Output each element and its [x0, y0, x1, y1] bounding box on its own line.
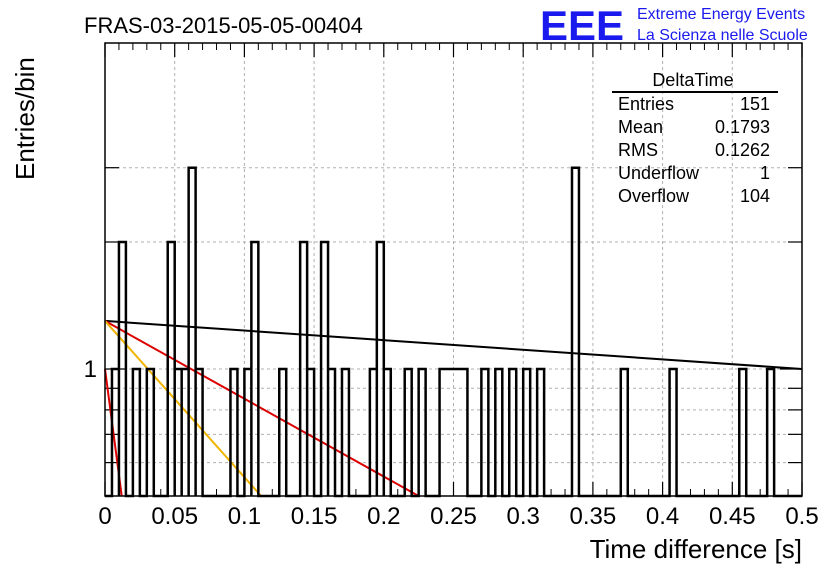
x-tick-label: 0.15: [291, 503, 338, 530]
x-tick-labels: 0 0.05 0.1 0.15 0.2 0.25 0.3 0.35 0.4 0.45 0.5: [98, 503, 818, 530]
y-tick-labels: 1: [84, 356, 97, 383]
stats-name: DeltaTime: [652, 70, 733, 90]
fit-line: [104, 319, 803, 370]
x-tick-label: 0.05: [151, 503, 198, 530]
x-tick-label: 0.3: [507, 503, 540, 530]
histogram-outline: [105, 166, 802, 498]
grid-lines: [105, 43, 802, 496]
plot-frame: [104, 42, 803, 497]
stats-label: Overflow: [618, 186, 690, 206]
fit-line: [104, 320, 262, 497]
stats-label: Entries: [618, 94, 674, 114]
brand-line-2: La Scienza nelle Scuole: [637, 27, 808, 44]
stats-value: 151: [740, 94, 770, 114]
y-tick-label: 1: [84, 356, 97, 383]
x-tick-label: 0.2: [367, 503, 400, 530]
stats-value: 0.1262: [715, 140, 770, 160]
brand-logo: EEE Extreme Energy Events La Scienza nel…: [540, 2, 808, 49]
stats-label: RMS: [618, 140, 658, 160]
stats-value: 1: [760, 163, 770, 183]
x-axis-title: Time difference [s]: [590, 534, 802, 564]
fit-line: [104, 320, 420, 497]
x-tick-label: 0.25: [430, 503, 477, 530]
x-tick-label: 0.1: [228, 503, 261, 530]
chart-title: FRAS-03-2015-05-05-00404: [84, 13, 363, 38]
stats-value: 104: [740, 186, 770, 206]
y-axis-title: Entries/bin: [10, 57, 40, 180]
x-tick-label: 0.4: [646, 503, 679, 530]
fit-curves: [104, 319, 803, 497]
brand-line-1: Extreme Energy Events: [637, 6, 805, 23]
x-tick-label: 0.35: [570, 503, 617, 530]
x-tick-label: 0.45: [709, 503, 756, 530]
x-tick-label: 0.5: [785, 503, 818, 530]
stats-value: 0.1793: [715, 117, 770, 137]
stats-label: Underflow: [618, 163, 700, 183]
eee-logo: EEE: [540, 2, 624, 49]
stats-box: DeltaTime Entries 151 Mean 0.1793 RMS 0.1262 U…: [612, 70, 778, 206]
stats-label: Mean: [618, 117, 663, 137]
x-tick-label: 0: [98, 503, 111, 530]
